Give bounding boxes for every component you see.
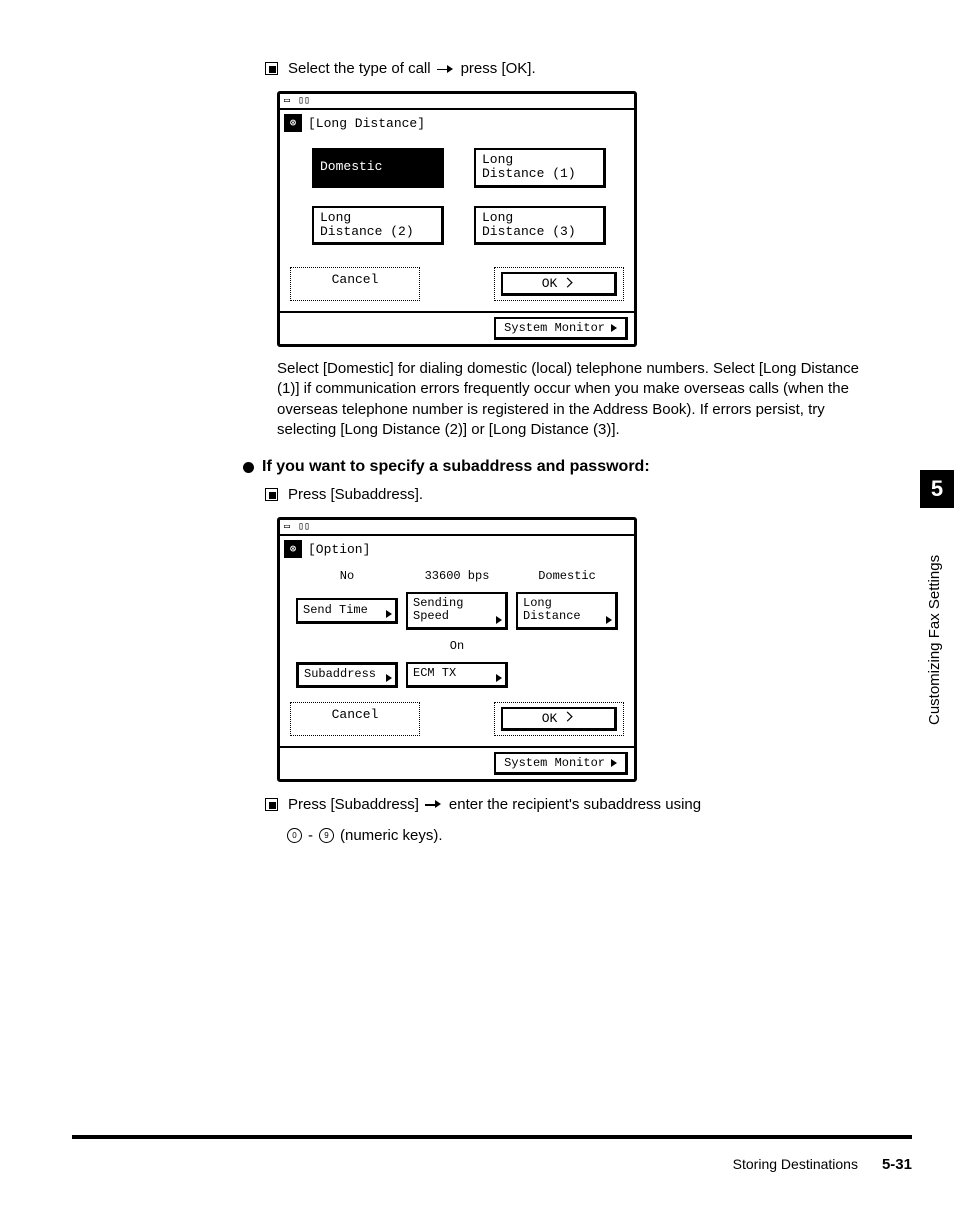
lcd-title: [Option] xyxy=(308,542,370,557)
ok-button[interactable]: OK xyxy=(494,267,624,301)
footer-rule xyxy=(72,1135,912,1139)
ok-label: OK xyxy=(542,711,558,726)
page-content: Select the type of call press [OK]. ▭▯▯ … xyxy=(265,60,885,858)
explanation-long-distance: Select [Domestic] for dialing domestic (… xyxy=(277,359,877,440)
lcd-status-strip: ▭▯▯ xyxy=(280,94,634,110)
dash: - xyxy=(308,827,313,844)
footer-section: Storing Destinations xyxy=(733,1156,858,1172)
settings-icon: ⊛ xyxy=(284,540,302,558)
ok-label: OK xyxy=(542,276,558,291)
step2-text: Press [Subaddress]. xyxy=(288,486,423,503)
numeric-keys-label: (numeric keys). xyxy=(340,827,443,844)
sending-speed-button[interactable]: Sending Speed xyxy=(406,592,508,629)
lcd-titlebar: ⊛ [Long Distance] xyxy=(280,110,634,136)
long-distance-1-button[interactable]: Long Distance (1) xyxy=(474,148,606,188)
key-0-icon: 0 xyxy=(287,828,302,843)
bullet-icon xyxy=(265,798,278,811)
step1-suffix: press [OK]. xyxy=(461,60,536,77)
domestic-button[interactable]: Domestic xyxy=(312,148,444,188)
subaddress-button[interactable]: Subaddress xyxy=(296,662,398,688)
bullet-solid-icon xyxy=(243,462,254,473)
step-press-subaddress: Press [Subaddress]. xyxy=(265,486,885,503)
bullet-icon xyxy=(265,62,278,75)
heading-subaddress: If you want to specify a subaddress and … xyxy=(243,458,885,476)
key-9-icon: 9 xyxy=(319,828,334,843)
cancel-button[interactable]: Cancel xyxy=(290,702,420,736)
lcd-status-strip: ▭▯▯ xyxy=(280,520,634,536)
cancel-button[interactable]: Cancel xyxy=(290,267,420,301)
send-time-value: No xyxy=(296,566,398,586)
chapter-tab: 5 xyxy=(920,470,954,508)
step3-prefix: Press [Subaddress] xyxy=(288,796,419,813)
footer: Storing Destinations 5-31 xyxy=(72,1156,912,1173)
system-monitor-button[interactable]: System Monitor xyxy=(494,317,628,340)
step-numeric-keys: 0 - 9 (numeric keys). xyxy=(287,827,885,844)
system-monitor-button[interactable]: System Monitor xyxy=(494,752,628,775)
heading-text: If you want to specify a subaddress and … xyxy=(262,458,650,476)
long-distance-value: Domestic xyxy=(516,566,618,586)
step-enter-subaddress: Press [Subaddress] enter the recipient's… xyxy=(265,796,885,813)
long-distance-3-button[interactable]: Long Distance (3) xyxy=(474,206,606,246)
ecm-tx-value: On xyxy=(406,636,508,656)
step1-prefix: Select the type of call xyxy=(288,60,431,77)
sysmon-label: System Monitor xyxy=(504,321,605,335)
lcd-option: ▭▯▯ ⊛ [Option] No 33600 bps Domestic Sen… xyxy=(277,517,637,781)
chapter-label: Customizing Fax Settings xyxy=(926,515,948,725)
long-distance-2-button[interactable]: Long Distance (2) xyxy=(312,206,444,246)
bullet-icon xyxy=(265,488,278,501)
ecm-tx-button[interactable]: ECM TX xyxy=(406,662,508,688)
lcd-title: [Long Distance] xyxy=(308,116,425,131)
sending-speed-value: 33600 bps xyxy=(406,566,508,586)
lcd-titlebar: ⊛ [Option] xyxy=(280,536,634,562)
settings-icon: ⊛ xyxy=(284,114,302,132)
step-select-type: Select the type of call press [OK]. xyxy=(265,60,885,77)
ok-button[interactable]: OK xyxy=(494,702,624,736)
lcd-long-distance: ▭▯▯ ⊛ [Long Distance] Domestic Long Dist… xyxy=(277,91,637,347)
long-distance-button[interactable]: Long Distance xyxy=(516,592,618,629)
sysmon-label: System Monitor xyxy=(504,756,605,770)
step3-suffix: enter the recipient's subaddress using xyxy=(449,796,701,813)
page-number: 5-31 xyxy=(882,1156,912,1173)
send-time-button[interactable]: Send Time xyxy=(296,598,398,624)
